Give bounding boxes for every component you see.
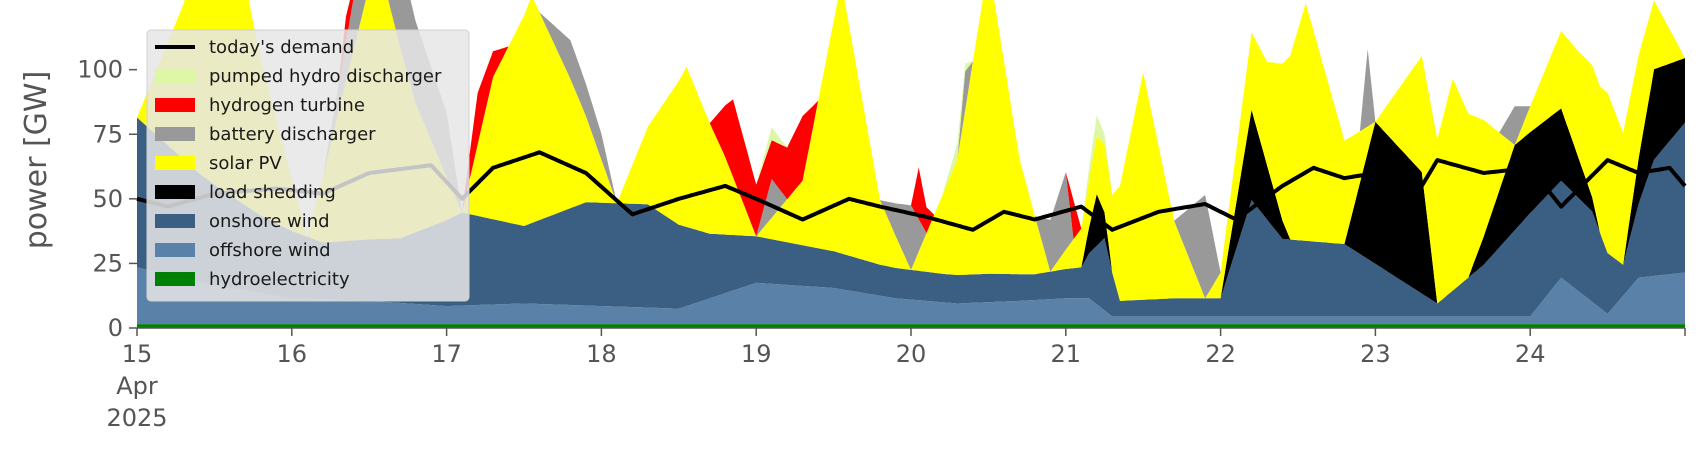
y-tick-label: 50 (92, 185, 123, 213)
x-tick-sublabel: 2025 (106, 404, 167, 432)
x-tick-label: 15 (122, 340, 153, 368)
legend-swatch (155, 272, 195, 286)
legend-label: pumped hydro discharger (209, 66, 442, 87)
area-offshore-wind (137, 267, 1685, 325)
legend-label: hydroelectricity (209, 269, 350, 290)
legend: today's demand pumped hydro discharger hyd… (146, 29, 470, 302)
legend-label: offshore wind (209, 240, 331, 261)
legend-swatch (155, 185, 195, 199)
x-tick-label: 21 (1051, 340, 1082, 368)
legend-swatch (155, 156, 195, 170)
x-tick-label: 24 (1515, 340, 1546, 368)
legend-swatch (155, 214, 195, 228)
legend-label: solar PV (209, 153, 282, 174)
legend-swatch (155, 98, 195, 112)
y-tick-label: 75 (92, 120, 123, 148)
x-tick-sublabel: Apr (116, 372, 158, 400)
area-load-shedding (137, 58, 1685, 304)
legend-label: load shedding (209, 182, 336, 203)
x-tick-label: 16 (277, 340, 308, 368)
area-solar-pv (137, 0, 1685, 304)
x-tick-label: 18 (586, 340, 617, 368)
x-tick-label: 23 (1360, 340, 1391, 368)
area-onshore-wind (137, 117, 1685, 317)
y-axis-label: power [GW] (19, 71, 54, 250)
legend-swatch (155, 69, 195, 83)
legend-label: battery discharger (209, 124, 376, 145)
y-tick-label: 0 (108, 314, 123, 342)
legend-label: today's demand (209, 37, 354, 58)
legend-swatch (155, 127, 195, 141)
x-tick-label: 19 (741, 340, 772, 368)
x-tick-label: 20 (896, 340, 927, 368)
axes-group: 0 25 50 75 100 15 Apr 2025 16 17 18 19 20 21 22 23 24 (77, 56, 1686, 432)
x-tick-label: 22 (1205, 340, 1236, 368)
y-tick-label: 100 (77, 56, 123, 84)
area-hydroelectricity (137, 324, 1685, 328)
legend-label: hydrogen turbine (209, 95, 365, 116)
y-tick-label: 25 (92, 249, 123, 277)
x-tick-label: 17 (431, 340, 462, 368)
legend-swatch (155, 243, 195, 257)
legend-label: onshore wind (209, 211, 330, 232)
legend-box (146, 29, 470, 302)
